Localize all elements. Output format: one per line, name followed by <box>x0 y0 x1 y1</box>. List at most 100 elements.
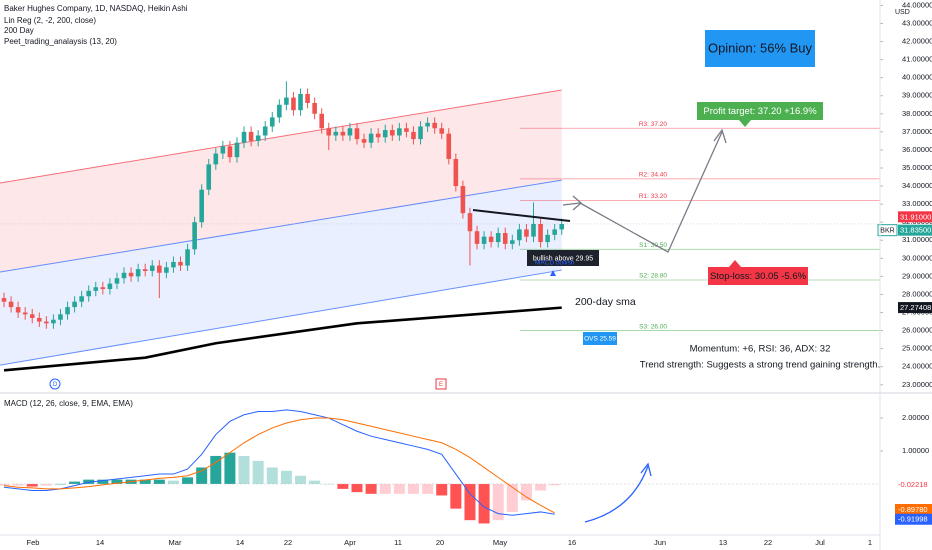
candle-body <box>241 131 247 143</box>
level-label: S1: 30.50 <box>639 242 667 249</box>
profit-pointer <box>739 120 751 127</box>
macd-histogram-bar <box>535 483 547 491</box>
candle-body <box>474 231 480 244</box>
level-label: R1: 33.20 <box>639 193 668 200</box>
macd-histogram-bar <box>182 477 194 484</box>
x-tick-label: 14 <box>96 538 104 547</box>
macd-histogram-bar <box>97 479 109 484</box>
macd-histogram-bar <box>40 483 52 486</box>
dividend-marker-label: D <box>53 382 58 388</box>
macd-histogram-bar <box>111 479 123 484</box>
x-tick-label: Jul <box>815 538 825 547</box>
lin-reg-middle <box>0 179 562 273</box>
candle-body <box>291 97 296 111</box>
macd-histogram-bar <box>26 483 38 487</box>
candle-body <box>467 213 473 232</box>
candle-body <box>44 321 49 324</box>
y-tick-label: 31.00000 <box>902 235 932 244</box>
y-tick-label: 43.00000 <box>902 18 932 27</box>
macd-histogram-bar <box>0 483 10 486</box>
candle-body <box>340 131 346 136</box>
candle-body <box>100 287 106 290</box>
candle-body <box>559 224 565 230</box>
candle-body <box>404 128 409 132</box>
macd-histogram-bar <box>520 483 532 501</box>
macd-bullish-text: MACD bullish <box>535 260 575 267</box>
candle-body <box>375 133 381 138</box>
candle-body <box>354 128 360 140</box>
x-tick-label: Apr <box>344 538 356 547</box>
candle-body <box>552 229 557 235</box>
macd-histogram-bar <box>12 483 24 486</box>
chart-title: Baker Hughes Company, 1D, NASDAQ, Heikin… <box>4 4 188 13</box>
momentum-text: Momentum: +6, RSI: 36, ADX: 32 <box>690 344 831 355</box>
sma-label: 200-day sma <box>575 296 636 308</box>
candle-body <box>284 97 289 105</box>
y-tick-label: 34.00000 <box>902 181 932 190</box>
candle-body <box>517 229 522 241</box>
macd-histogram-bar <box>478 483 490 524</box>
macd-histogram-bar <box>436 483 448 496</box>
candle-body <box>545 234 550 243</box>
candle-body <box>213 153 219 165</box>
macd-histogram-bar <box>69 481 81 484</box>
lower-band <box>0 180 562 366</box>
candle-body <box>128 272 134 277</box>
profit-text: Profit target: 37.20 +16.9% <box>703 106 817 117</box>
projection-path <box>562 131 723 253</box>
candle-body <box>220 146 226 154</box>
candle-body <box>37 317 42 322</box>
price-label-box <box>898 224 932 236</box>
macd-histogram-bar <box>351 483 363 493</box>
candle-body <box>319 113 324 129</box>
macd-histogram-bar <box>280 470 292 484</box>
macd-histogram-bar <box>549 483 561 486</box>
candle-body <box>72 301 77 308</box>
macd-label: -0.89780 <box>898 505 928 514</box>
candle-body <box>531 224 536 237</box>
price-label: 31.83500 <box>900 226 931 235</box>
macd-histogram-bar <box>407 483 419 494</box>
y-tick-label: 40.00000 <box>902 73 932 82</box>
trend-text: Trend strength: Suggests a strong trend … <box>640 360 880 371</box>
ovs-text: OVS 25.59 <box>584 336 616 343</box>
x-tick-label: 16 <box>568 538 576 547</box>
candle-body <box>298 93 303 111</box>
level-label: S3: 26.00 <box>639 323 667 330</box>
stop-pointer <box>729 260 741 267</box>
y-tick-label: 35.00000 <box>902 163 932 172</box>
y-tick-label: 37.00000 <box>902 127 932 136</box>
macd-title: MACD (12, 26, close, 9, EMA, EMA) <box>4 399 133 408</box>
price-label: 31.91000 <box>900 212 931 221</box>
candle-body <box>93 287 99 291</box>
macd-line <box>3 417 555 514</box>
candle-body <box>29 314 35 318</box>
candle-body <box>15 307 21 313</box>
macd-histogram-bar <box>167 480 179 484</box>
macd-histogram-bar <box>337 483 349 489</box>
projection-arrowhead <box>713 128 727 144</box>
x-tick-label: May <box>493 538 507 547</box>
x-tick-label: 22 <box>284 538 292 547</box>
candle-body <box>262 126 268 136</box>
x-tick-label: 13 <box>719 538 727 547</box>
macd-histogram-bar <box>153 479 165 484</box>
candle-body <box>22 312 28 315</box>
earnings-marker <box>435 378 447 390</box>
macd-histogram-bar <box>54 483 66 485</box>
x-tick-label: 11 <box>394 538 402 547</box>
macd-label-box <box>895 479 932 491</box>
candle-body <box>305 93 310 103</box>
bullish-text: bullish above 29.95 <box>533 255 593 262</box>
candle-body <box>538 224 543 243</box>
earnings-marker-label: E <box>439 382 443 388</box>
level-label: R3: 37.20 <box>639 121 668 128</box>
indicator-label: 200 Day <box>4 26 34 35</box>
y-tick-label: 25.00000 <box>902 344 932 353</box>
candle-body <box>8 301 14 308</box>
y-tick-label: 33.00000 <box>902 199 932 208</box>
macd-histogram-bar <box>266 467 278 484</box>
candle-body <box>164 267 169 273</box>
macd-histogram-bar <box>238 455 250 484</box>
